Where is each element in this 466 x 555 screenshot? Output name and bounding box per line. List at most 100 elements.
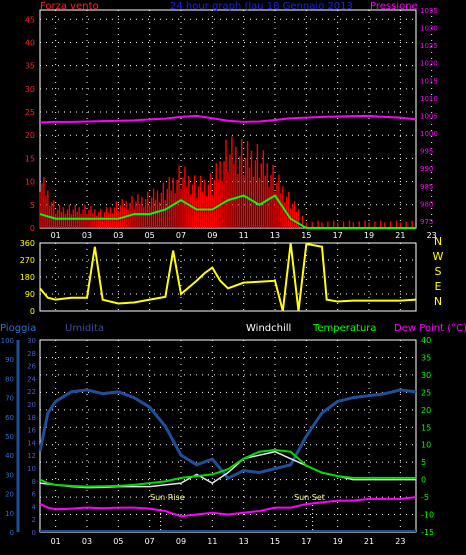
tick-right: 990 — [420, 165, 433, 173]
tick-right: 40 — [421, 336, 431, 345]
label-umidita: Umidita — [65, 323, 104, 334]
tick-left-outer: 100 — [1, 337, 14, 345]
tick-left-outer: 30 — [5, 471, 14, 479]
tick-right: 0 — [421, 476, 426, 485]
tick-right: 1035 — [420, 7, 438, 15]
tick-right: 975 — [420, 218, 433, 226]
tick-x: 21 — [395, 231, 405, 240]
tick-left: 180 — [20, 273, 35, 282]
tick-left-outer: 80 — [5, 375, 14, 383]
tick-left: 45 — [25, 15, 35, 24]
sunset-label: Sun Set — [294, 493, 325, 502]
tick-left-inner: 24 — [27, 375, 36, 383]
tick-x: 05 — [145, 231, 155, 240]
tick-left-outer: 70 — [5, 395, 14, 403]
tick-x: 23 — [427, 231, 437, 240]
tick-left-inner: 14 — [27, 439, 36, 447]
tick-x: 03 — [113, 231, 123, 240]
tick-left-outer: 10 — [5, 510, 14, 518]
tick-left: 270 — [20, 256, 35, 265]
tick-left-inner: 20 — [27, 401, 36, 409]
tick-left: 0 — [30, 307, 35, 316]
tick-x: 03 — [82, 231, 92, 240]
tick-x: 19 — [333, 537, 343, 546]
compass-letter: E — [435, 280, 442, 293]
tick-x: 15 — [301, 231, 311, 240]
wind-direction-line — [39, 242, 417, 312]
tick-left: 25 — [25, 108, 35, 117]
tick-right: -5 — [421, 493, 429, 502]
tick-left-outer: 50 — [5, 433, 14, 441]
tick-left-inner: 12 — [27, 452, 36, 460]
pressure-axis-label: Pressione — [370, 1, 418, 12]
tick-right: 1015 — [420, 77, 438, 85]
tick-left-inner: 22 — [27, 388, 36, 396]
tick-x: 17 — [301, 537, 311, 546]
tick-x: 11 — [239, 231, 249, 240]
tick-right: 5 — [421, 458, 426, 467]
tick-left-inner: 16 — [27, 427, 36, 435]
tick-right: 1010 — [420, 95, 438, 103]
tick-left-inner: 26 — [27, 363, 36, 371]
tick-x: 19 — [364, 231, 374, 240]
sunrise-label: Sun Rise — [150, 493, 185, 502]
tick-x: 07 — [176, 231, 186, 240]
tick-right: -10 — [421, 511, 434, 520]
tick-left-outer: 20 — [5, 491, 14, 499]
tick-left: 5 — [30, 201, 35, 210]
humidity-line — [38, 388, 417, 481]
tick-x: 21 — [364, 537, 374, 546]
label-pioggia: Pioggia — [0, 323, 36, 334]
tick-left-inner: 18 — [27, 414, 36, 422]
tick-right: 25 — [421, 388, 431, 397]
windchill-line — [39, 450, 416, 489]
tick-right: 1005 — [420, 112, 438, 120]
tick-right: 985 — [420, 183, 433, 191]
tick-left-inner: 8 — [32, 478, 36, 486]
label-temperatura: Temperatura — [312, 323, 377, 334]
tick-right: 15 — [421, 423, 431, 432]
tick-left: 30 — [25, 85, 35, 94]
wind-pressure-chart: 0510152025303540459759809859909951000100… — [25, 1, 438, 240]
tick-left-inner: 10 — [27, 465, 36, 473]
tick-right: 1025 — [420, 42, 438, 50]
tick-right: 1030 — [420, 25, 438, 33]
tick-x: 01 — [51, 537, 61, 546]
tick-x: 09 — [176, 537, 186, 546]
tick-right: 10 — [421, 441, 431, 450]
tick-left: 10 — [25, 178, 35, 187]
tick-left: 35 — [25, 62, 35, 71]
tick-left-inner: 28 — [27, 350, 36, 358]
tick-x: 03 — [82, 537, 92, 546]
tick-right: -15 — [421, 528, 434, 537]
tick-x: 13 — [270, 231, 280, 240]
temperature-humidity-chart: -15-10-505101520253035400102030405060708… — [0, 323, 466, 546]
label-dewpoint: Dew Point (°C) — [394, 323, 466, 334]
tick-x: 07 — [145, 537, 155, 546]
compass-letter: W — [433, 250, 444, 263]
tick-right: 995 — [420, 148, 433, 156]
tick-left-inner: 30 — [27, 337, 36, 345]
tick-x: 15 — [270, 537, 280, 546]
tick-left-inner: 6 — [32, 491, 37, 499]
tick-left-outer: 60 — [5, 414, 14, 422]
tick-left-outer: 40 — [5, 452, 14, 460]
tick-left-inner: 4 — [32, 503, 37, 511]
tick-right: 20 — [421, 406, 431, 415]
tick-right: 30 — [421, 371, 431, 380]
tick-right: 1000 — [420, 130, 438, 138]
wind-axis-label: Forza vento — [40, 1, 99, 12]
tick-right: 1020 — [420, 60, 438, 68]
avg-wind-line — [39, 194, 416, 229]
tick-left: 20 — [25, 131, 35, 140]
tick-x: 13 — [239, 537, 249, 546]
temperature-line — [39, 448, 416, 488]
tick-x: 17 — [333, 231, 343, 240]
plot-frame-bottom — [39, 339, 417, 533]
compass-letter: N — [434, 235, 442, 248]
tick-x: 11 — [207, 537, 217, 546]
tick-x: 01 — [51, 231, 61, 240]
tick-left: 15 — [25, 154, 35, 163]
